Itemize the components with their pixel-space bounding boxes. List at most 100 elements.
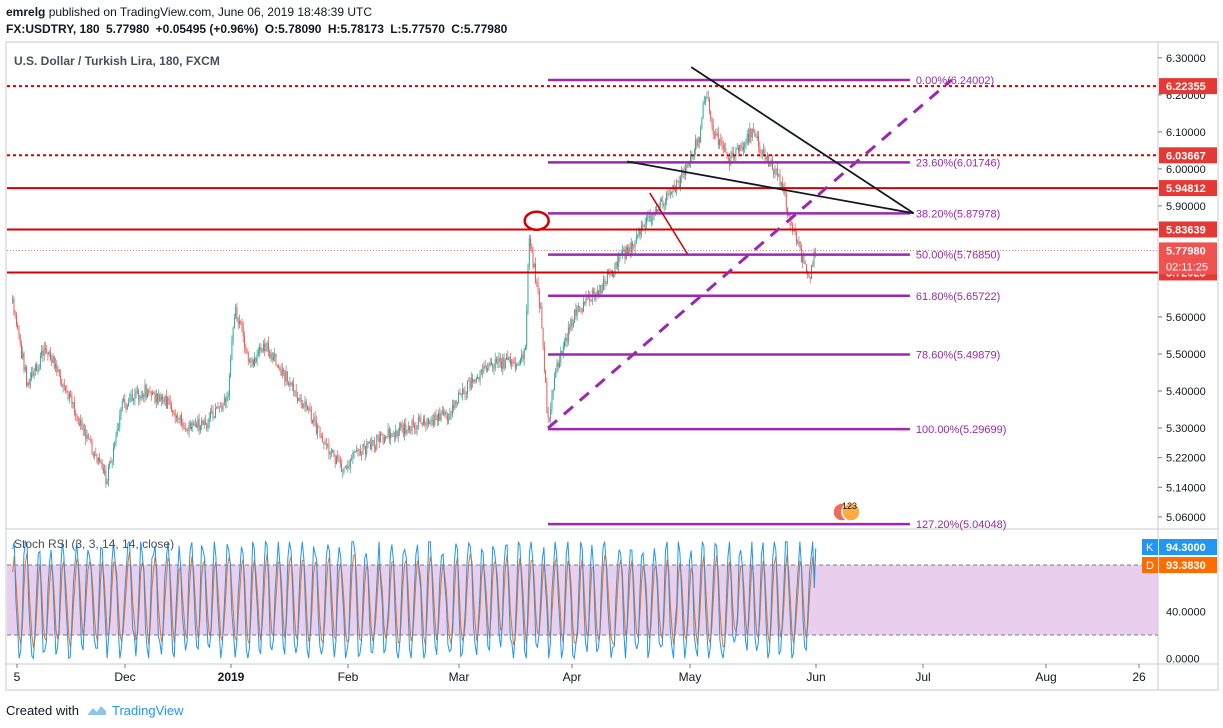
candle xyxy=(501,362,502,369)
candle xyxy=(540,306,541,308)
candle xyxy=(390,433,392,440)
candle xyxy=(478,377,480,380)
candle xyxy=(372,440,374,441)
stoch-k-line xyxy=(12,539,817,661)
stoch-rsi-title: Stoch RSI (3, 3, 14, 14, close) xyxy=(14,537,174,551)
y-tick-label: 6.00000 xyxy=(1166,164,1206,176)
candle xyxy=(780,182,782,186)
candle xyxy=(522,354,524,360)
candle xyxy=(37,369,39,372)
candle xyxy=(482,370,484,372)
events-badge-count: 123 xyxy=(842,501,857,511)
candle xyxy=(745,143,747,145)
osc-value-tag-label: 93.3830 xyxy=(1166,560,1206,572)
candle xyxy=(108,466,109,481)
overlays: 0.00%(6.24002) 23.60%(6.01746) 38.20%(5.87… xyxy=(7,66,1158,531)
chart-title: U.S. Dollar / Turkish Lira, 180, FXCM xyxy=(14,54,220,68)
candle xyxy=(201,420,203,427)
candle xyxy=(764,149,766,158)
candle xyxy=(744,143,746,147)
author-name[interactable]: emrelg xyxy=(6,5,46,19)
candle xyxy=(615,261,617,269)
candle xyxy=(110,461,112,463)
candle xyxy=(268,343,269,352)
candle xyxy=(63,384,65,387)
candle xyxy=(169,400,171,405)
candle xyxy=(542,328,544,347)
osc-value-tag-label: 94.3000 xyxy=(1166,542,1206,554)
candle xyxy=(284,370,286,382)
x-tick-label: Dec xyxy=(114,670,135,684)
candle xyxy=(459,392,461,395)
candle xyxy=(77,416,79,424)
candle xyxy=(124,398,126,404)
candle xyxy=(691,155,693,158)
tradingview-brand[interactable]: TradingView xyxy=(112,703,184,718)
candle xyxy=(269,351,271,358)
candle xyxy=(251,359,253,362)
candle xyxy=(29,378,31,385)
candle xyxy=(628,247,630,256)
candle xyxy=(261,351,263,352)
candle xyxy=(123,398,124,401)
candles xyxy=(12,90,816,489)
candle xyxy=(179,415,181,420)
candle xyxy=(119,415,121,429)
candle xyxy=(128,402,129,406)
candle xyxy=(600,285,602,293)
candle xyxy=(406,430,408,434)
candle xyxy=(310,409,312,420)
candle xyxy=(344,466,346,468)
candle xyxy=(318,426,320,428)
candle xyxy=(443,411,444,415)
candle xyxy=(280,369,282,376)
candle xyxy=(698,137,700,142)
candle xyxy=(661,200,662,202)
candle xyxy=(707,96,709,98)
candle xyxy=(604,279,606,284)
candle xyxy=(421,422,423,426)
x-tick-label: Jun xyxy=(806,670,825,684)
candle xyxy=(148,390,150,392)
candle xyxy=(385,436,387,438)
candle xyxy=(414,424,415,429)
candle xyxy=(118,428,119,430)
candle xyxy=(642,225,644,227)
candle xyxy=(300,398,302,406)
candle xyxy=(105,470,107,485)
candle xyxy=(527,266,529,311)
candle xyxy=(302,405,303,407)
candle xyxy=(556,362,558,371)
candle xyxy=(319,427,321,437)
y-tick-label: 5.90000 xyxy=(1166,201,1206,213)
candle xyxy=(483,365,485,372)
candle xyxy=(469,380,471,389)
candle xyxy=(73,402,75,413)
candle xyxy=(162,396,163,400)
candle xyxy=(215,407,216,418)
events-badge[interactable]: 123 xyxy=(832,501,861,522)
candle xyxy=(545,370,547,383)
candle xyxy=(193,422,195,426)
candle xyxy=(56,364,58,372)
candle xyxy=(67,391,69,399)
candle xyxy=(806,264,807,272)
candle xyxy=(276,365,278,366)
candle xyxy=(658,208,660,212)
candle xyxy=(557,362,559,367)
candle xyxy=(632,242,633,247)
osc-y-tick-label: 40.0000 xyxy=(1166,607,1206,619)
candle xyxy=(475,378,477,382)
x-tick-label: 26 xyxy=(1132,670,1146,684)
candle xyxy=(706,96,708,98)
candle xyxy=(242,327,244,337)
candle xyxy=(217,406,219,408)
candle xyxy=(164,395,166,402)
last-price-tag-label: 5.77980 xyxy=(1166,245,1206,257)
candle xyxy=(133,399,135,401)
candle xyxy=(569,327,570,329)
candle xyxy=(24,367,26,371)
candle xyxy=(303,406,305,408)
candle xyxy=(530,238,531,247)
